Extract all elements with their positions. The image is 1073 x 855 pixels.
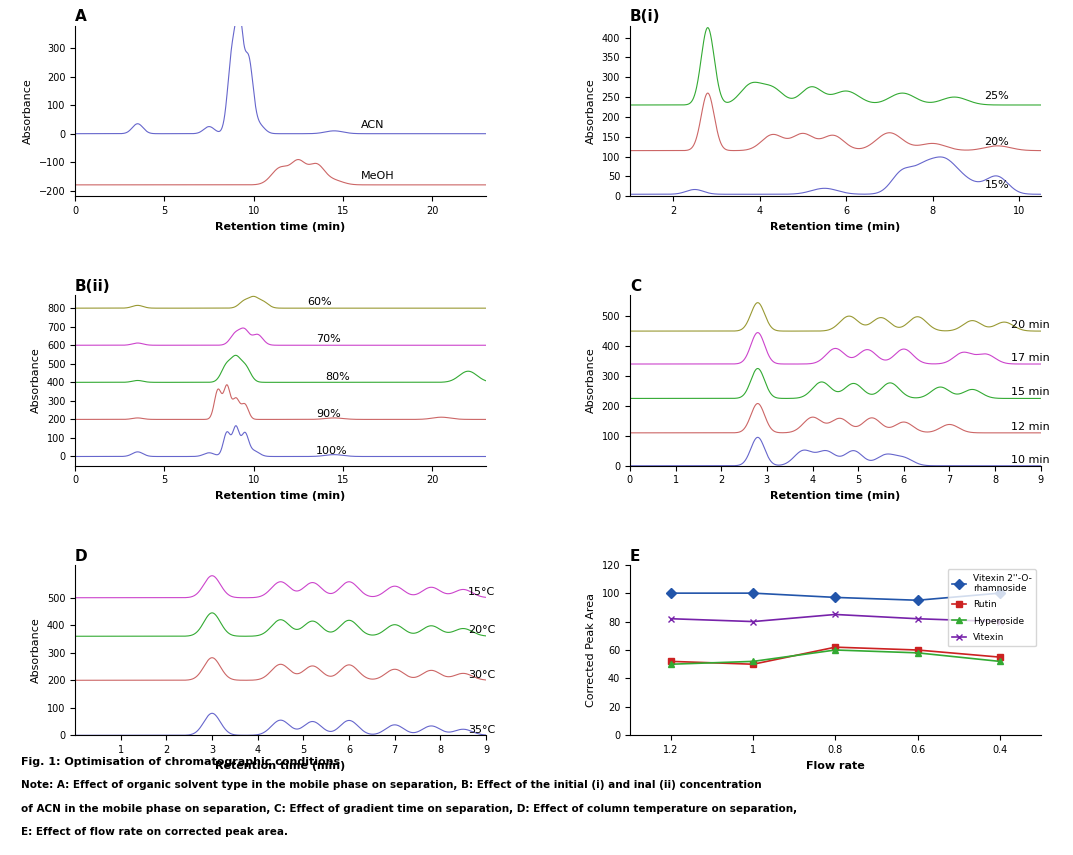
Text: of ACN in the mobile phase on separation, C: Effect of gradient time on separati: of ACN in the mobile phase on separation… [21, 804, 797, 814]
Y-axis label: Corrected Peak Area: Corrected Peak Area [586, 593, 597, 707]
X-axis label: Retention time (min): Retention time (min) [770, 491, 900, 501]
Hyperoside [664, 659, 677, 669]
Text: A: A [75, 9, 87, 25]
Text: 35°C: 35°C [468, 724, 495, 734]
Text: 15%: 15% [985, 180, 1010, 191]
Hyperoside [747, 657, 760, 667]
Y-axis label: Absorbance: Absorbance [586, 348, 597, 413]
X-axis label: Retention time (min): Retention time (min) [770, 221, 900, 232]
Text: 12 min: 12 min [1011, 422, 1049, 432]
Text: 10 min: 10 min [1011, 455, 1049, 465]
Vitexin 2''-O-
rhamnoside [829, 593, 842, 603]
Vitexin 2''-O-
rhamnoside [747, 588, 760, 598]
Vitexin 2''-O-
rhamnoside [911, 595, 924, 605]
Text: 80%: 80% [325, 372, 350, 381]
Text: Note: A: Effect of organic solvent type in the mobile phase on separation, B: Ef: Note: A: Effect of organic solvent type … [21, 780, 762, 790]
Vitexin [664, 614, 677, 624]
Text: 70%: 70% [317, 334, 341, 345]
X-axis label: Flow rate: Flow rate [806, 761, 865, 770]
Vitexin [829, 610, 842, 620]
Vitexin 2''-O-
rhamnoside [664, 588, 677, 598]
Y-axis label: Absorbance: Absorbance [24, 78, 33, 144]
Rutin [664, 657, 677, 667]
Vitexin [911, 614, 924, 624]
Vitexin [994, 616, 1006, 627]
Text: MeOH: MeOH [361, 171, 395, 181]
Y-axis label: Absorbance: Absorbance [31, 617, 42, 683]
Text: ACN: ACN [361, 120, 384, 130]
Rutin [911, 645, 924, 655]
Line: Vitexin 2''-O-
rhamnoside: Vitexin 2''-O- rhamnoside [667, 590, 1003, 604]
X-axis label: Retention time (min): Retention time (min) [216, 221, 346, 232]
Text: B(i): B(i) [630, 9, 660, 25]
Line: Rutin: Rutin [667, 644, 1003, 668]
Text: 20 min: 20 min [1011, 320, 1049, 330]
Text: 60%: 60% [307, 298, 332, 308]
Text: C: C [630, 279, 641, 294]
Hyperoside [994, 657, 1006, 667]
X-axis label: Retention time (min): Retention time (min) [216, 761, 346, 770]
Y-axis label: Absorbance: Absorbance [31, 348, 42, 413]
Text: 30°C: 30°C [468, 669, 495, 680]
Text: 20%: 20% [985, 137, 1010, 147]
Text: E: Effect of flow rate on corrected peak area.: E: Effect of flow rate on corrected peak… [21, 827, 289, 837]
Text: E: E [630, 549, 641, 563]
Line: Hyperoside: Hyperoside [667, 646, 1003, 668]
Text: 15 min: 15 min [1011, 387, 1049, 398]
Legend: Vitexin 2''-O-
rhamnoside, Rutin, Hyperoside, Vitexin: Vitexin 2''-O- rhamnoside, Rutin, Hypero… [947, 569, 1037, 646]
Text: 17 min: 17 min [1011, 353, 1049, 363]
Text: 90%: 90% [317, 409, 341, 419]
Text: 20°C: 20°C [468, 626, 495, 635]
Line: Vitexin: Vitexin [667, 611, 1003, 625]
Y-axis label: Absorbance: Absorbance [586, 78, 596, 144]
Rutin [994, 652, 1006, 663]
Rutin [747, 659, 760, 669]
Hyperoside [911, 648, 924, 658]
Text: 15°C: 15°C [468, 587, 495, 597]
Text: D: D [75, 549, 88, 563]
Text: B(ii): B(ii) [75, 279, 111, 294]
Rutin [829, 642, 842, 652]
Vitexin 2''-O-
rhamnoside [994, 588, 1006, 598]
Hyperoside [829, 645, 842, 655]
X-axis label: Retention time (min): Retention time (min) [216, 491, 346, 501]
Vitexin [747, 616, 760, 627]
Text: 25%: 25% [985, 91, 1010, 101]
Text: Fig. 1: Optimisation of chromatographic conditions: Fig. 1: Optimisation of chromatographic … [21, 757, 340, 767]
Text: 100%: 100% [317, 445, 348, 456]
